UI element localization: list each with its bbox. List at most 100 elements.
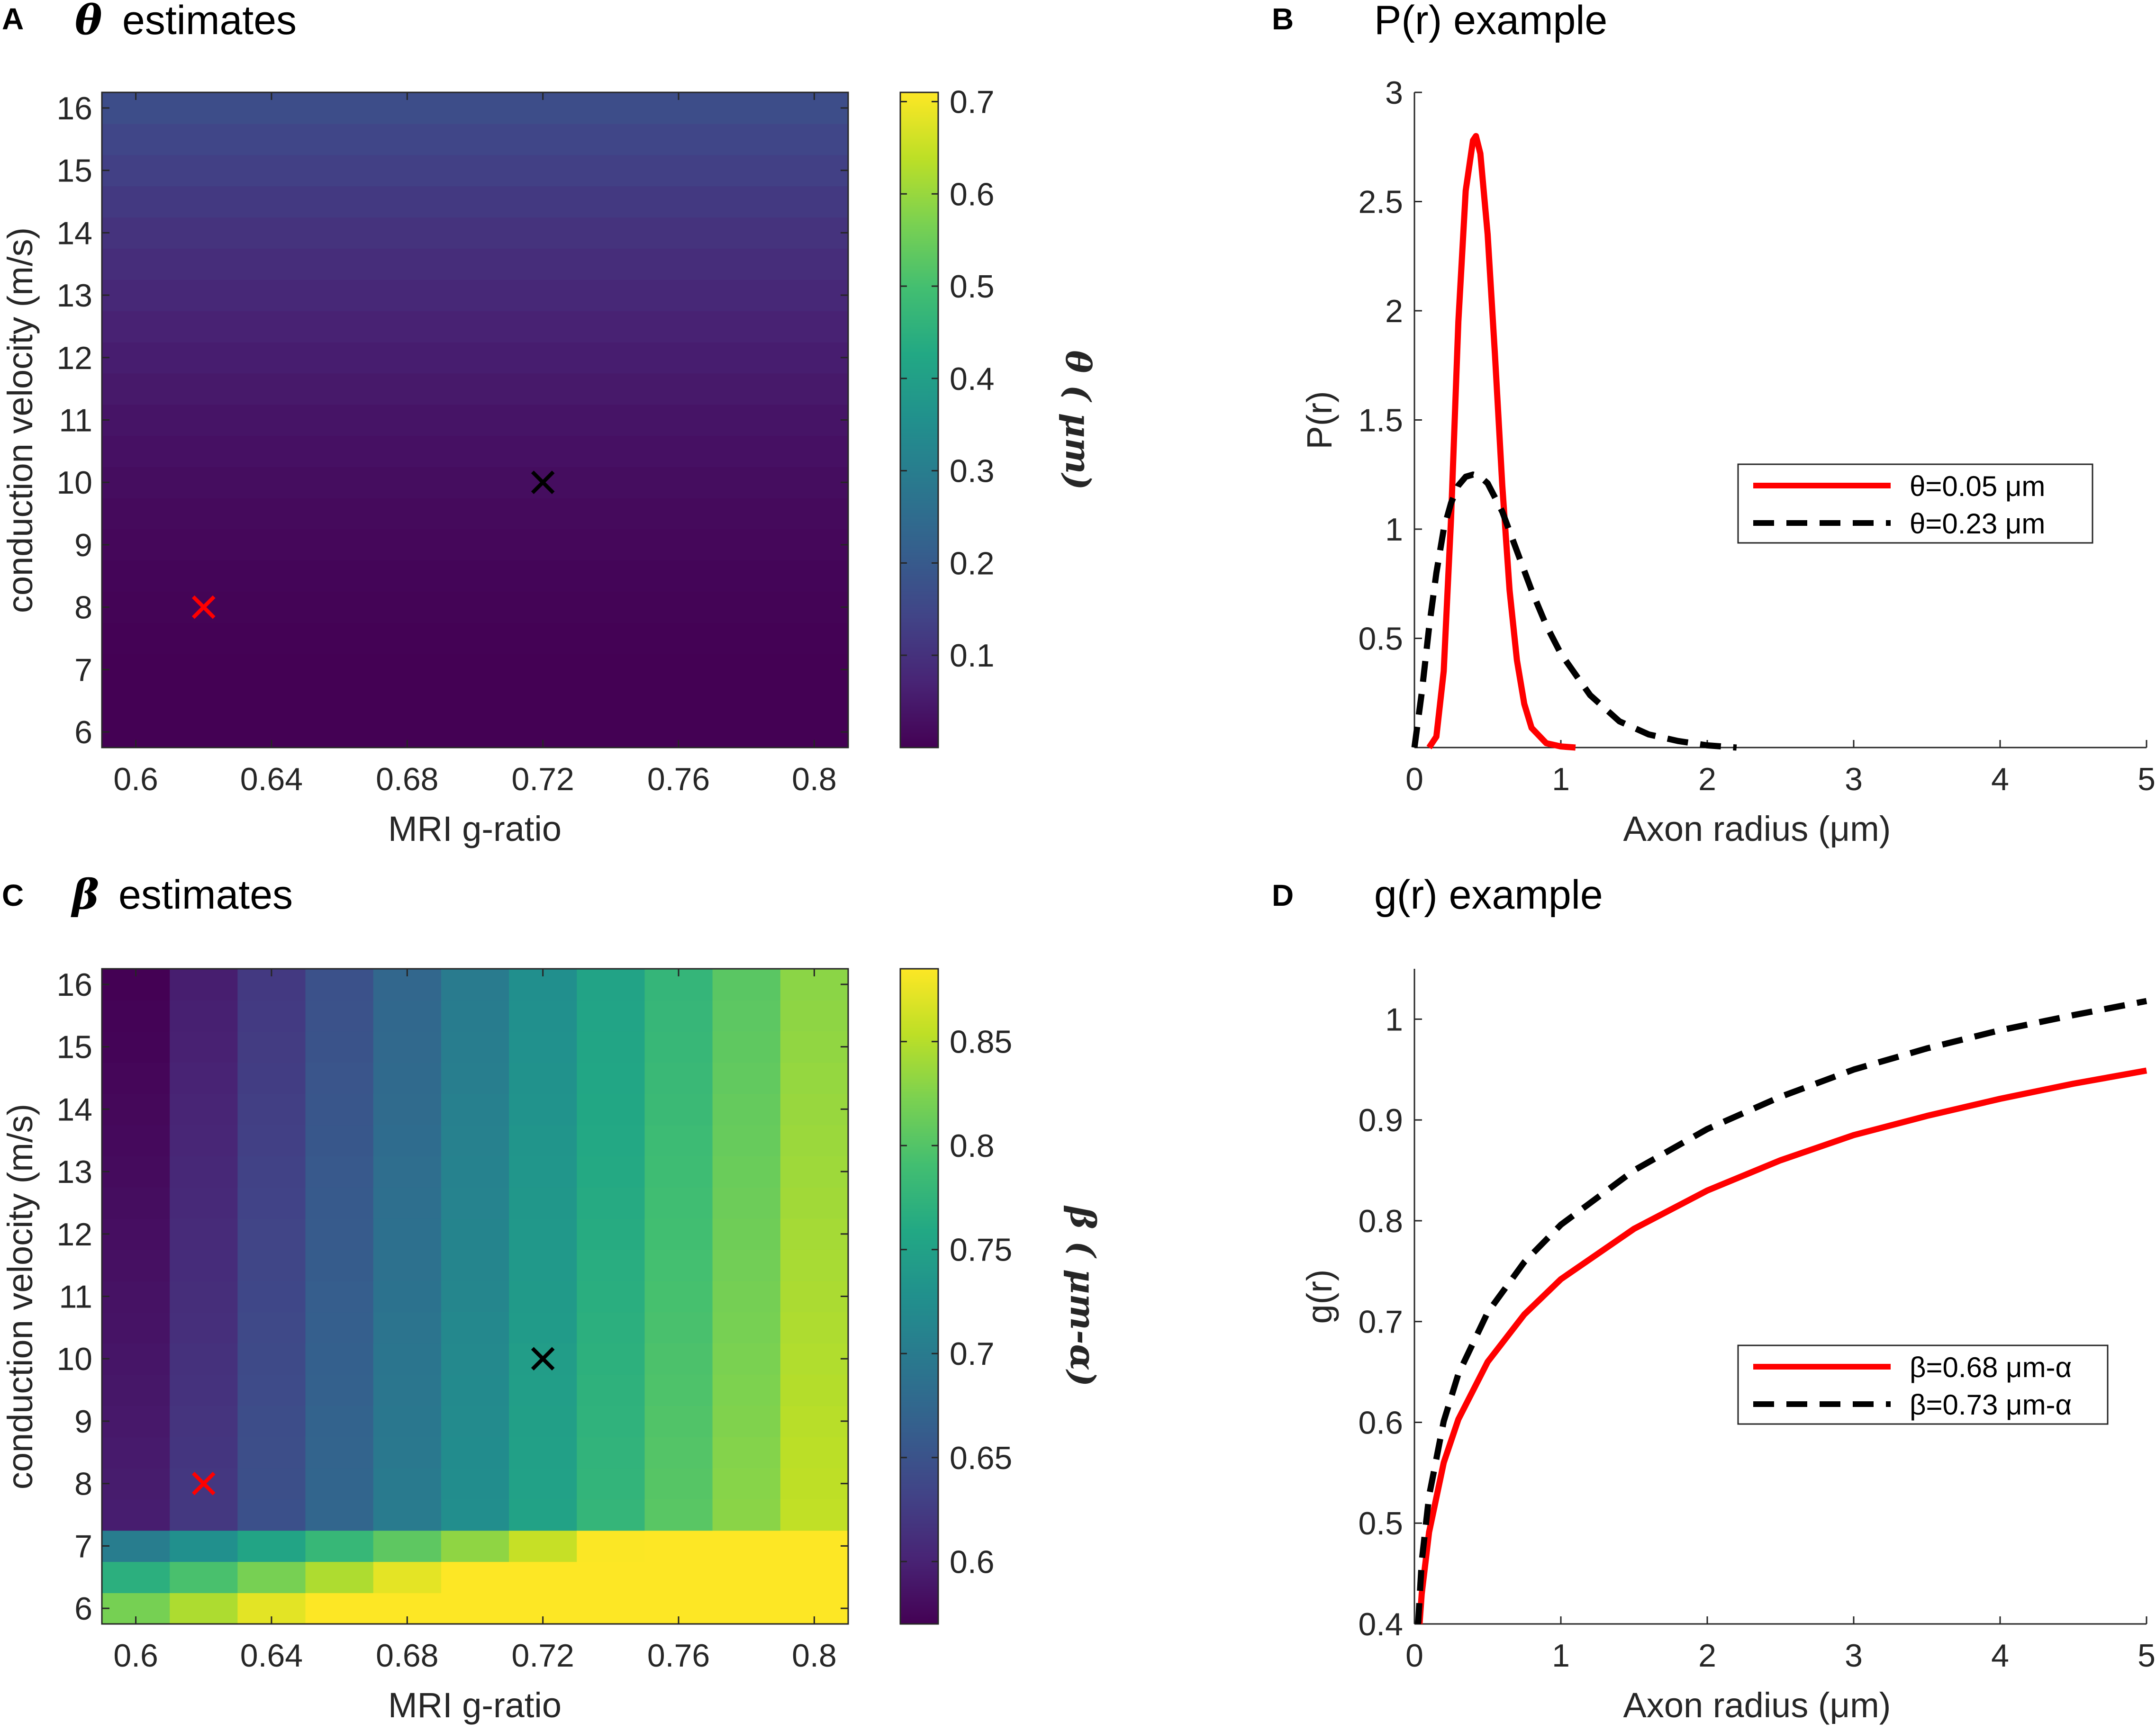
x-marker-stroke bbox=[531, 1347, 555, 1371]
heatmap-cell bbox=[170, 716, 238, 748]
heatmap-cell bbox=[441, 1312, 509, 1344]
heatmap-cell bbox=[373, 1062, 442, 1094]
heatmap-cell bbox=[237, 1280, 306, 1313]
heatmap-cell bbox=[373, 1499, 442, 1531]
colorbar-tick-label: 0.3 bbox=[950, 453, 995, 489]
heatmap-cell bbox=[644, 154, 713, 187]
heatmap-cell bbox=[170, 186, 238, 218]
heatmap-cell bbox=[509, 1468, 578, 1500]
heatmap-cell bbox=[305, 404, 374, 436]
heatmap-cell bbox=[237, 1312, 306, 1344]
heatmap-cell bbox=[644, 279, 713, 311]
heatmap-cell bbox=[780, 1530, 849, 1562]
heatmap-cell bbox=[577, 1530, 645, 1562]
colorbar-a-ticks: 0.1 0.2 0.3 0.4 0.5 0.6 0.7 bbox=[900, 84, 995, 674]
x-tick-label: 4 bbox=[1991, 1638, 2009, 1674]
heatmap-c-yticks: 6 7 8 9 10 11 12 13 14 15 16 bbox=[56, 967, 848, 1627]
y-tick-label: 0.7 bbox=[1358, 1304, 1403, 1340]
heatmap-cell bbox=[644, 560, 713, 592]
heatmap-cell bbox=[712, 373, 781, 405]
heatmap-cell bbox=[577, 435, 645, 468]
heatmap-cell bbox=[644, 1031, 713, 1063]
y-tick-label: 6 bbox=[74, 1591, 92, 1627]
heatmap-cell bbox=[373, 498, 442, 530]
heatmap-cell bbox=[441, 1436, 509, 1469]
heatmap-cell bbox=[644, 654, 713, 686]
panel-a-title: estimates bbox=[122, 0, 297, 43]
x-tick-label: 0.64 bbox=[240, 1638, 303, 1674]
heatmap-cell bbox=[102, 248, 170, 280]
x-tick-label: 0 bbox=[1405, 1638, 1423, 1674]
heatmap-cell bbox=[237, 1187, 306, 1219]
heatmap-cell bbox=[305, 654, 374, 686]
heatmap-cell bbox=[305, 467, 374, 498]
heatmap-cell bbox=[237, 1406, 306, 1437]
heatmap-cell bbox=[305, 1499, 374, 1531]
heatmap-cell bbox=[170, 1031, 238, 1063]
heatmap-cell bbox=[237, 622, 306, 655]
legend-d-entry-red: β=0.68 μm-α bbox=[1910, 1352, 2072, 1383]
heatmap-cell bbox=[102, 1093, 170, 1126]
heatmap-cell bbox=[102, 1499, 170, 1531]
heatmap-cell bbox=[305, 217, 374, 249]
heatmap-cell bbox=[237, 1062, 306, 1094]
heatmap-cell bbox=[305, 1406, 374, 1437]
heatmap-cell bbox=[170, 1280, 238, 1313]
x-tick-label: 2 bbox=[1698, 1638, 1716, 1674]
heatmap-cell bbox=[644, 1561, 713, 1593]
heatmap-cell bbox=[305, 969, 374, 1001]
heatmap-cell bbox=[305, 186, 374, 218]
heatmap-cell bbox=[170, 1561, 238, 1593]
heatmap-cell bbox=[780, 1343, 849, 1375]
heatmap-cell bbox=[305, 154, 374, 187]
y-tick-label: 0.6 bbox=[1358, 1405, 1403, 1441]
heatmap-cell bbox=[441, 1187, 509, 1219]
heatmap-cell bbox=[237, 1530, 306, 1562]
heatmap-cell bbox=[170, 311, 238, 343]
heatmap-cell bbox=[509, 1218, 578, 1250]
heatmap-cell bbox=[644, 404, 713, 436]
heatmap-cell bbox=[712, 435, 781, 468]
heatmap-cell bbox=[441, 435, 509, 468]
heatmap-cell bbox=[373, 654, 442, 686]
heatmap-cell bbox=[577, 248, 645, 280]
heatmap-cell bbox=[373, 1187, 442, 1219]
heatmap-cell bbox=[102, 529, 170, 561]
y-tick-label: 1.5 bbox=[1358, 403, 1403, 439]
heatmap-cell bbox=[577, 1374, 645, 1406]
heatmap-cell bbox=[373, 1280, 442, 1313]
heatmap-cell bbox=[170, 1218, 238, 1250]
heatmap-cell bbox=[780, 560, 849, 592]
heatmap-cell bbox=[373, 1000, 442, 1032]
heatmap-cell bbox=[305, 1530, 374, 1562]
heatmap-cell bbox=[577, 1343, 645, 1375]
heatmap-cell bbox=[305, 622, 374, 655]
heatmap-cell bbox=[305, 248, 374, 280]
heatmap-cell bbox=[712, 591, 781, 623]
x-tick-label: 5 bbox=[2138, 1638, 2156, 1674]
heatmap-cell bbox=[577, 969, 645, 1001]
heatmap-cell bbox=[712, 123, 781, 155]
heatmap-cell bbox=[644, 1000, 713, 1032]
heatmap-cell bbox=[712, 404, 781, 436]
heatmap-a-xlabel: MRI g-ratio bbox=[388, 809, 562, 848]
heatmap-cell bbox=[170, 154, 238, 187]
heatmap-cell bbox=[441, 622, 509, 655]
y-tick-label: 14 bbox=[56, 215, 92, 251]
x-tick-label: 0.8 bbox=[792, 1638, 837, 1674]
heatmap-cell bbox=[441, 92, 509, 124]
heatmap-cell bbox=[373, 622, 442, 655]
heatmap-cell bbox=[509, 560, 578, 592]
heatmap-cell bbox=[305, 279, 374, 311]
heatmap-cell bbox=[441, 1062, 509, 1094]
colorbar-tick-label: 0.6 bbox=[950, 1544, 995, 1580]
y-tick-label: 0.4 bbox=[1358, 1606, 1403, 1642]
heatmap-cell bbox=[644, 1436, 713, 1469]
heatmap-cell bbox=[237, 123, 306, 155]
heatmap-cell bbox=[305, 1436, 374, 1469]
heatmap-cell bbox=[712, 342, 781, 374]
heatmap-cell bbox=[170, 1312, 238, 1344]
colorbar-a-label: θ ( μm) bbox=[1058, 350, 1098, 490]
heatmap-cell bbox=[509, 1187, 578, 1219]
heatmap-cell bbox=[102, 1468, 170, 1500]
